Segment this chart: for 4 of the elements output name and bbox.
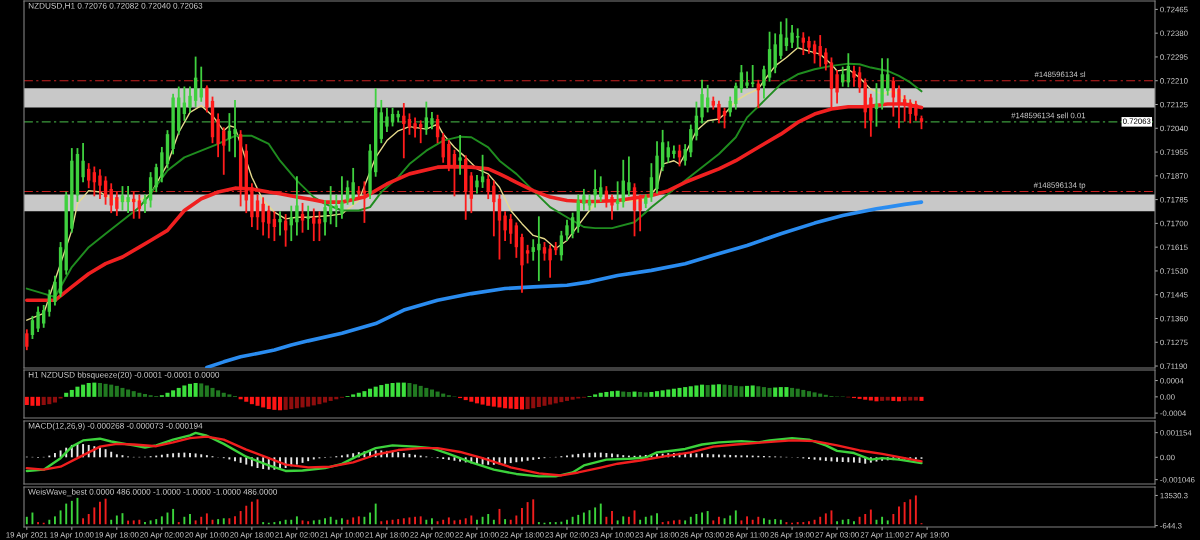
chart-title: MACD(12,26,9) -0.000268 -0.000073 -0.000194: [28, 422, 203, 431]
chart-title: WeisWave_best 0.0000 486.0000 -1.0000 -1.0000 -1.0000 486.0000: [28, 488, 278, 497]
chart-title: H1 NZDUSD bbsqueeze(20) -0.0001 -0.0001 0.0000: [28, 371, 220, 380]
chart-title: NZDUSD,H1 0.72076 0.72082 0.72040 0.72063: [28, 2, 203, 10]
